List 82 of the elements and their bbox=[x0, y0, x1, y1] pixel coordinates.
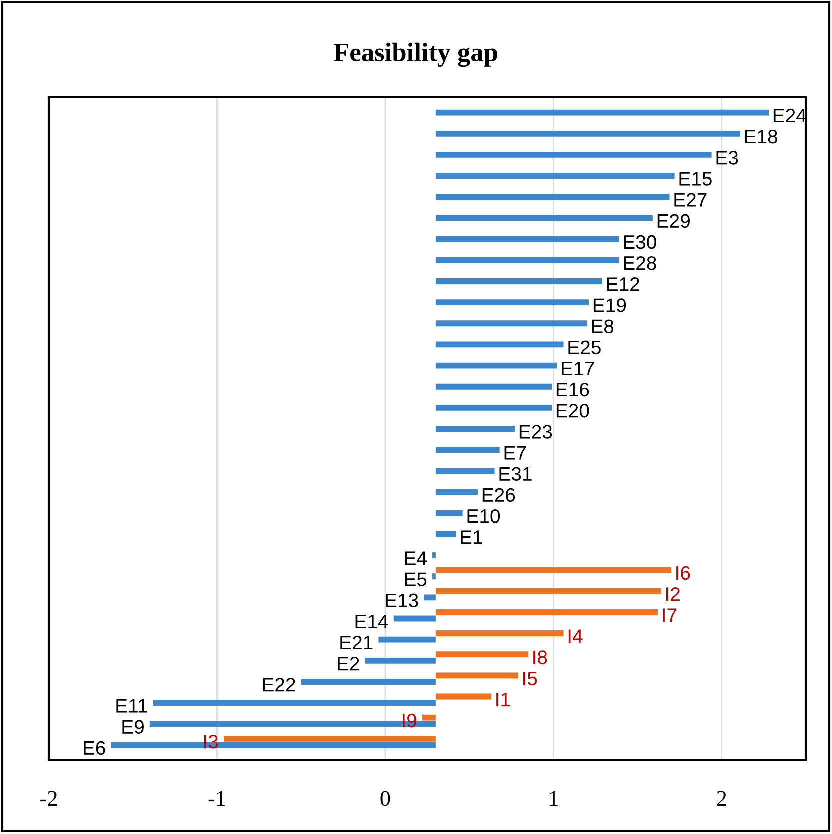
bar bbox=[436, 468, 495, 474]
x-tick-label: -1 bbox=[208, 791, 226, 806]
bar bbox=[436, 278, 602, 284]
data-label: I7 bbox=[663, 608, 677, 622]
data-label: I2 bbox=[666, 587, 680, 602]
x-tick-label: 2 bbox=[717, 791, 726, 806]
data-label: I1 bbox=[496, 693, 510, 706]
bar bbox=[436, 152, 712, 158]
bar bbox=[436, 609, 658, 616]
bar bbox=[301, 679, 436, 685]
x-tick-label: 1 bbox=[550, 791, 558, 806]
bar bbox=[436, 215, 653, 222]
bar bbox=[436, 652, 528, 658]
data-label: I5 bbox=[524, 672, 538, 686]
data-label: E10 bbox=[468, 509, 500, 524]
data-label: E11 bbox=[116, 699, 148, 713]
data-label: E16 bbox=[556, 382, 590, 397]
data-label: E3 bbox=[716, 151, 738, 165]
data-label: E29 bbox=[658, 214, 690, 228]
bar bbox=[436, 447, 500, 454]
data-label: E19 bbox=[594, 298, 626, 312]
bar bbox=[436, 404, 552, 411]
data-label: E17 bbox=[562, 362, 594, 376]
data-label: E2 bbox=[338, 657, 360, 671]
data-label: E6 bbox=[84, 741, 106, 756]
bar bbox=[436, 300, 589, 306]
bar bbox=[436, 531, 456, 538]
data-label: E23 bbox=[520, 425, 552, 439]
bar bbox=[436, 510, 463, 516]
bar bbox=[436, 630, 564, 636]
data-label: E13 bbox=[386, 594, 418, 608]
data-label: E8 bbox=[592, 320, 614, 334]
bar bbox=[436, 426, 515, 432]
bar bbox=[436, 257, 620, 264]
data-label: E30 bbox=[624, 235, 656, 250]
data-label: E5 bbox=[405, 572, 427, 586]
bar bbox=[436, 320, 588, 327]
data-label: E1 bbox=[461, 530, 482, 544]
data-label: E24 bbox=[774, 108, 806, 122]
data-label: E12 bbox=[607, 278, 640, 292]
bar bbox=[224, 736, 436, 742]
data-label: E21 bbox=[340, 636, 373, 650]
bar bbox=[365, 658, 436, 664]
bar bbox=[436, 362, 558, 369]
data-label: I6 bbox=[676, 566, 690, 580]
data-label: E18 bbox=[745, 130, 778, 144]
data-label: E7 bbox=[504, 446, 526, 460]
bar bbox=[436, 489, 478, 496]
bar bbox=[436, 588, 662, 594]
bar bbox=[436, 130, 740, 137]
data-label: E14 bbox=[356, 615, 388, 628]
data-label: E20 bbox=[556, 404, 590, 418]
data-label: E25 bbox=[568, 340, 601, 355]
bar bbox=[436, 694, 492, 700]
chart-title: Feasibility gap bbox=[334, 42, 498, 68]
data-label: E15 bbox=[680, 172, 712, 186]
x-tick-label: -2 bbox=[40, 791, 58, 806]
bar bbox=[436, 110, 769, 116]
bar bbox=[424, 594, 436, 601]
bar bbox=[436, 194, 670, 200]
x-tick-label: 0 bbox=[380, 791, 390, 806]
bar bbox=[436, 173, 675, 180]
bar bbox=[436, 342, 564, 348]
bar bbox=[422, 714, 436, 721]
bar bbox=[394, 616, 436, 622]
data-label: E22 bbox=[263, 678, 296, 692]
bar bbox=[436, 672, 518, 679]
data-label: E9 bbox=[122, 720, 144, 734]
bar bbox=[436, 567, 672, 574]
data-label: I4 bbox=[568, 630, 583, 644]
bar bbox=[378, 636, 436, 643]
data-label: I8 bbox=[534, 650, 548, 664]
bar bbox=[153, 700, 436, 706]
data-label: E27 bbox=[674, 193, 707, 207]
data-label: E31 bbox=[500, 467, 532, 482]
data-label: E4 bbox=[405, 552, 427, 566]
data-label: E28 bbox=[624, 256, 656, 270]
data-label: E26 bbox=[482, 488, 516, 502]
bar bbox=[432, 552, 436, 558]
bar bbox=[436, 384, 552, 390]
bar bbox=[436, 236, 620, 242]
bar bbox=[432, 574, 436, 580]
